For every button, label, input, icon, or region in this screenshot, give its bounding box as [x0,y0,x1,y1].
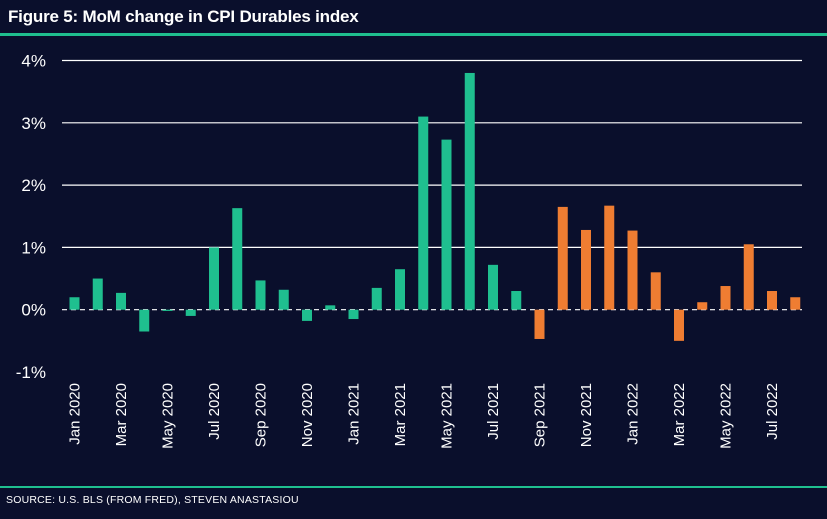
bar [278,289,289,310]
x-tick-label: May 2022 [718,383,735,449]
y-tick-label: 3% [21,114,46,133]
bar [720,286,731,310]
x-tick-label: Nov 2021 [578,383,595,447]
bar [162,309,173,311]
bar [790,297,801,310]
bar [325,305,336,310]
y-tick-label: 2% [21,176,46,195]
bar [697,302,708,310]
x-tick-label: Jan 2021 [346,383,363,445]
bar [69,297,80,310]
y-tick-label: 0% [21,301,46,320]
bar [743,244,754,310]
y-tick-label: 1% [21,238,46,257]
bar [604,205,615,310]
x-tick-label: Jul 2021 [485,383,502,440]
bar [139,309,150,332]
bar [418,116,429,310]
bar [441,139,452,310]
footer-divider [0,486,827,488]
bar [488,264,498,310]
bar [209,247,219,310]
bar [627,230,638,310]
bar [116,292,126,310]
x-tick-label: Sep 2021 [532,383,549,447]
title-divider [0,33,827,36]
source-note: SOURCE: U.S. BLS (FROM FRED), STEVEN ANA… [6,494,299,506]
x-tick-label: May 2021 [439,383,456,449]
x-tick-label: May 2020 [160,383,177,449]
bar [92,278,103,310]
x-tick-label: Sep 2020 [253,383,270,447]
bar [255,280,266,310]
bar [650,272,661,310]
bar [464,72,475,310]
bar [348,309,359,320]
bar [371,287,382,310]
bar [185,309,196,316]
x-tick-label: Jan 2020 [67,383,84,445]
x-tick-label: Mar 2020 [113,383,130,446]
bar [302,309,312,321]
bar [674,309,684,341]
x-tick-label: Nov 2020 [299,383,316,447]
bar [557,206,568,310]
y-tick-label: -1% [16,363,46,382]
x-tick-label: Jan 2022 [625,383,642,445]
x-tick-label: Mar 2021 [392,383,409,446]
x-tick-label: Mar 2022 [671,383,688,446]
bar [534,309,545,339]
bar [581,229,591,310]
bar [511,291,522,310]
chart-title: Figure 5: MoM change in CPI Durables ind… [8,7,359,26]
x-tick-label: Jul 2022 [764,383,781,440]
bar [395,269,405,310]
x-tick-label: Jul 2020 [206,383,223,440]
bar [767,291,777,310]
bar [232,208,243,310]
y-tick-label: 4% [21,52,46,71]
